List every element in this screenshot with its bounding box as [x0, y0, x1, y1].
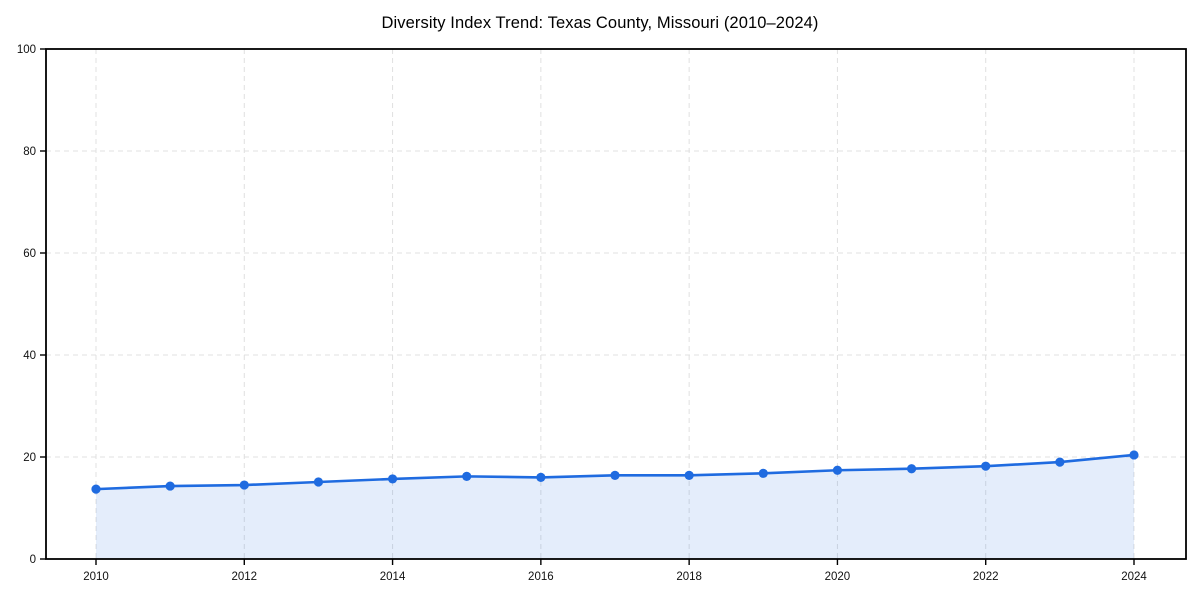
series-area-fill	[96, 454, 1134, 559]
x-tick-label-2010: 2010	[83, 571, 109, 583]
data-point-2020	[832, 465, 843, 475]
data-point-2013	[313, 477, 324, 487]
data-point-2016	[536, 472, 546, 482]
plot-frame	[45, 48, 1187, 560]
chart-title: Diversity Index Trend: Texas County, Mis…	[381, 14, 819, 32]
y-tick-label-20: 20	[23, 452, 36, 464]
data-point-2011	[165, 481, 175, 491]
y-tick-label-100: 100	[17, 44, 36, 56]
data-point-2024	[1129, 450, 1139, 460]
y-tick-label-80: 80	[23, 146, 36, 158]
data-point-2021	[906, 464, 917, 474]
data-point-2017	[610, 470, 620, 480]
x-tick-label-2020: 2020	[825, 571, 851, 583]
x-tick-label-2024: 2024	[1121, 571, 1147, 583]
x-tick-label-2016: 2016	[528, 571, 554, 583]
x-tick-label-2022: 2022	[973, 571, 999, 583]
data-point-2014	[387, 474, 398, 484]
data-point-2019	[758, 468, 768, 478]
data-point-2023	[1055, 457, 1065, 467]
y-tick-label-40: 40	[23, 350, 36, 362]
x-tick-label-2012: 2012	[231, 571, 257, 583]
data-point-2018	[684, 470, 694, 480]
y-tick-label-0: 0	[30, 554, 36, 566]
x-tick-label-2014: 2014	[380, 571, 406, 583]
data-point-2015	[462, 471, 472, 481]
data-point-2010	[91, 484, 101, 494]
data-point-2022	[981, 461, 991, 471]
data-point-2012	[239, 480, 249, 490]
y-tick-label-60: 60	[23, 248, 36, 260]
x-tick-label-2018: 2018	[676, 571, 702, 583]
